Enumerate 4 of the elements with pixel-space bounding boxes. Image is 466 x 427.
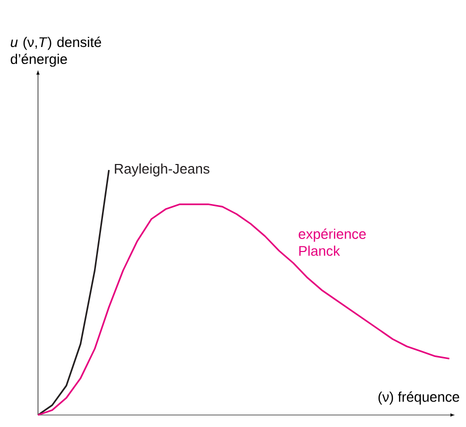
series-label: expérience Planck	[298, 228, 366, 256]
text: u (ν,T) densité d’énergie	[10, 36, 102, 67]
series-label: Rayleigh-Jeans	[114, 163, 210, 176]
x-axis-title: (ν) fréquence	[378, 391, 460, 405]
